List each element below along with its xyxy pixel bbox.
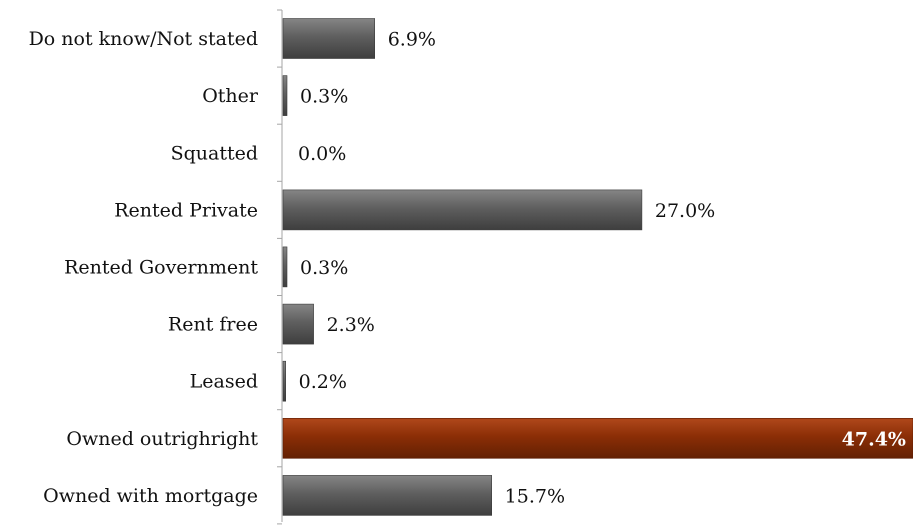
bar-owned-with-mortgage xyxy=(282,475,492,516)
value-label: 0.3% xyxy=(300,257,348,279)
category-label: Rented Government xyxy=(64,256,258,278)
value-label: 47.4% xyxy=(842,428,906,450)
bar-other xyxy=(282,75,288,116)
category-label: Squatted xyxy=(171,142,258,164)
value-label: 6.9% xyxy=(388,29,436,51)
category-label: Owned outrighright xyxy=(66,428,258,450)
category-label: Other xyxy=(202,85,259,107)
value-label: 0.2% xyxy=(299,371,347,393)
value-label: 27.0% xyxy=(655,200,715,222)
value-label: 15.7% xyxy=(505,485,565,507)
bar-rent-free xyxy=(282,303,314,345)
y-axis-ticks xyxy=(277,9,282,525)
category-labels: Do not know/Not stated Other Squatted Rente… xyxy=(29,28,259,507)
bar-owned-outrighright xyxy=(282,417,913,459)
category-label: Rent free xyxy=(168,314,258,336)
bar-leased xyxy=(282,360,287,402)
value-label: 0.0% xyxy=(298,143,346,165)
bar-do-not-know-not-stated xyxy=(282,18,375,59)
bar-rented-private xyxy=(282,189,643,231)
value-label: 2.3% xyxy=(327,314,375,336)
value-label: 0.3% xyxy=(300,86,348,108)
value-labels: 6.9% 0.3% 0.0% 27.0% 0.3% 2.3% 0.2% 47.4% 15.7% xyxy=(298,29,906,508)
category-label: Owned with mortgage xyxy=(43,485,258,507)
bar-rented-government xyxy=(282,246,288,288)
category-label: Rented Private xyxy=(114,199,258,221)
category-label: Leased xyxy=(190,371,258,393)
category-label: Do not know/Not stated xyxy=(29,28,258,50)
bars-group xyxy=(282,18,913,516)
